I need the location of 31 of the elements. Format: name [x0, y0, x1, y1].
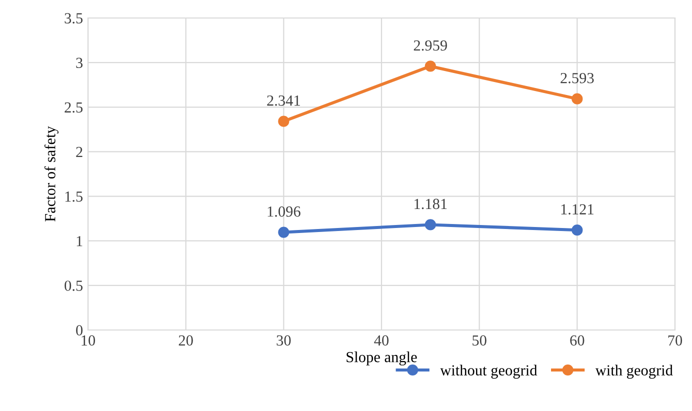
y-tick-label: 2	[76, 146, 82, 158]
data-label: 2.341	[267, 95, 300, 106]
y-tick-label: 3	[76, 58, 83, 68]
point	[278, 116, 290, 127]
data-label: 1.181	[414, 198, 447, 210]
x-tick-label: 20	[178, 335, 193, 346]
point	[424, 219, 436, 230]
point	[424, 60, 436, 72]
y-tick-label: 3.5	[64, 13, 83, 24]
y-tick-label: 1	[76, 236, 82, 246]
y-tick-label: 0	[76, 325, 83, 336]
y-tick-label: 1.5	[65, 192, 83, 202]
x-tick-label: 60	[570, 335, 584, 346]
y-tick-label: 2.5	[64, 102, 83, 113]
legend-label: without geogrid	[440, 364, 538, 379]
x-tick-label: 30	[276, 335, 291, 346]
legend-label: with geogrid	[595, 364, 673, 379]
x-tick-label: 50	[472, 335, 486, 346]
x-tick-label: 70	[668, 335, 682, 346]
data-label: 1.121	[561, 204, 594, 215]
data-label: 1.096	[268, 206, 300, 217]
point	[278, 226, 290, 238]
y-axis-title: Factor of safety	[44, 126, 58, 222]
x-tick-label: 10	[82, 335, 96, 346]
x-tick-label: 40	[374, 335, 389, 346]
point	[572, 224, 583, 236]
data-label: 2.959	[414, 40, 447, 51]
data-label: 2.593	[560, 72, 594, 84]
point	[572, 93, 583, 104]
y-tick-label: 0.5	[64, 280, 83, 291]
x-axis-title: Slope angle	[346, 351, 417, 366]
